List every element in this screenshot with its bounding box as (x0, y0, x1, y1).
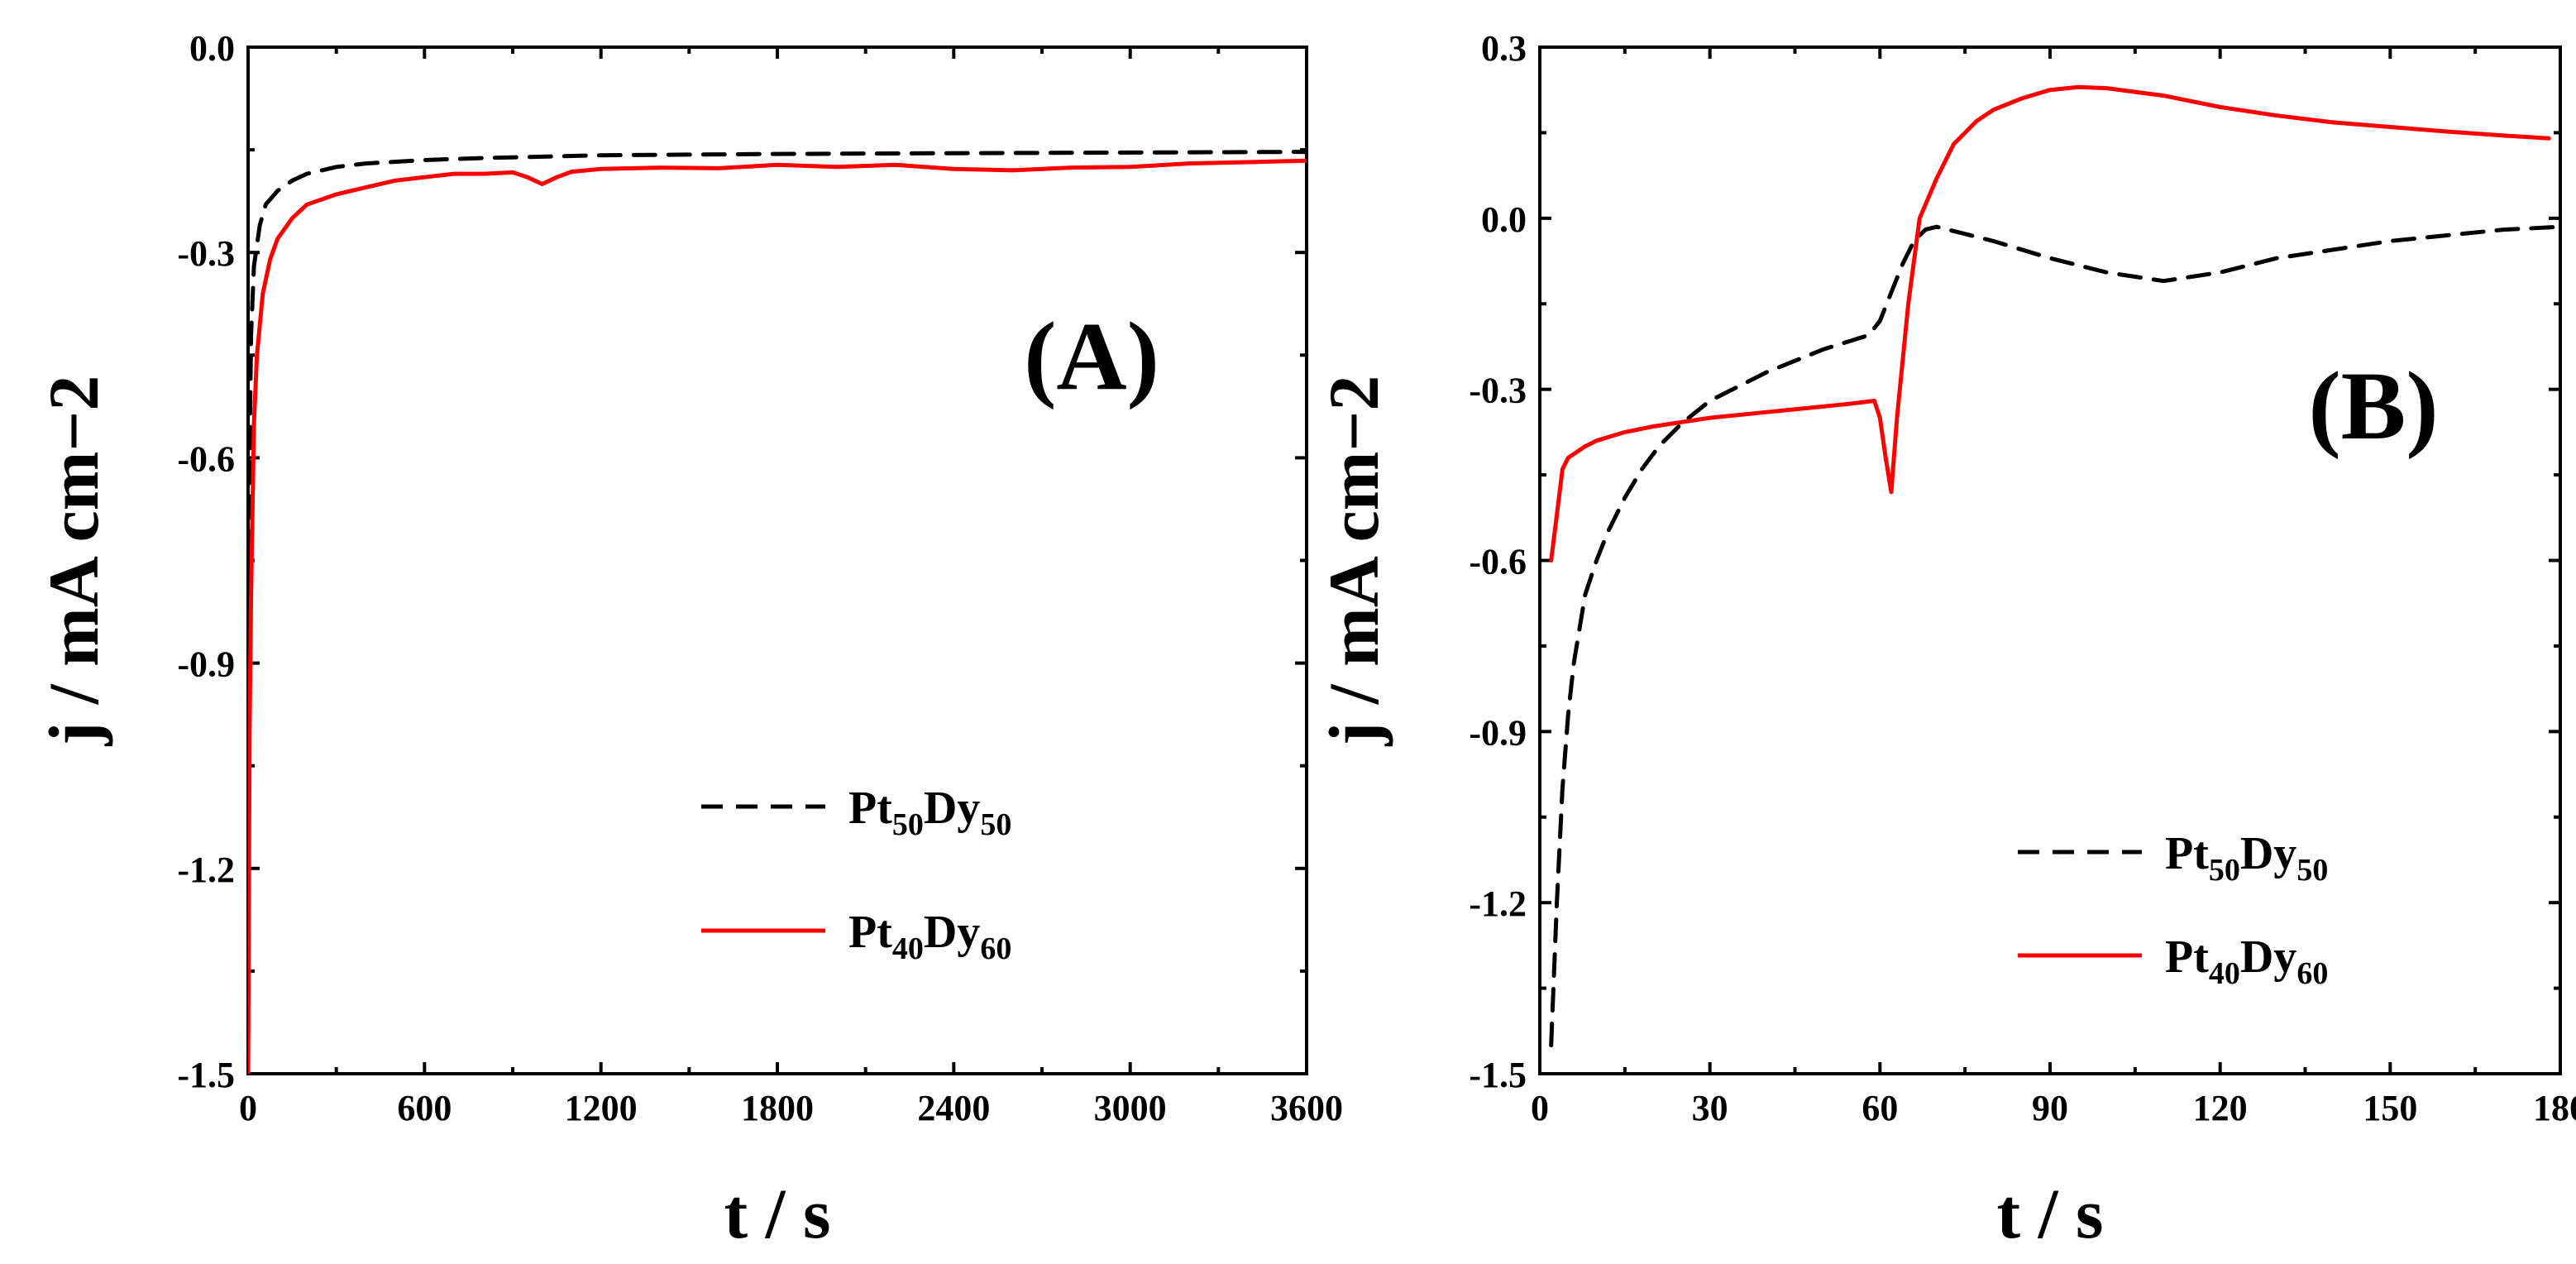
x-tick-label: 30 (1692, 1088, 1728, 1128)
y-tick-label: -0.9 (1469, 712, 1527, 753)
y-tick-label: -0.9 (177, 644, 235, 685)
series-line-pt50dy50 (248, 150, 1307, 1074)
x-axis-title: t / s (1997, 1174, 2104, 1253)
panel-b: 0 30 60 90 120 150 180 0.3 0.0 -0.3 -0.6 -0.9 -1.2 -1… (1314, 28, 2576, 1253)
y-axis-title: j / mA cm−2 (34, 376, 113, 747)
y-tick-label: 0.0 (1481, 199, 1527, 240)
x-tick-label: 90 (2032, 1088, 2068, 1128)
panel-a: 0 600 1200 1800 2400 3000 3600 0.0 -0.3 -0.6 -0.9 -… (34, 28, 1343, 1253)
x-tick-label: 150 (2363, 1088, 2417, 1128)
panel-label: (A) (1024, 302, 1159, 410)
x-tick-label: 180 (2533, 1088, 2576, 1128)
series-line-pt50dy50 (1549, 224, 2560, 1047)
y-tick-label: -1.5 (1469, 1055, 1527, 1095)
x-tick-label: 1800 (741, 1088, 814, 1128)
legend-label: Pt50Dy50 (848, 783, 1011, 842)
series-line-pt40dy60 (1549, 84, 2551, 563)
legend-label: Pt40Dy60 (848, 907, 1011, 966)
y-tick-label: -1.2 (1469, 883, 1527, 924)
x-tick-label: 2400 (917, 1088, 990, 1128)
panel-label: (B) (2308, 352, 2438, 460)
y-tick-label: -1.5 (177, 1055, 235, 1095)
x-tick-label: 120 (2193, 1088, 2248, 1128)
y-tick-label: -0.6 (177, 438, 235, 479)
x-tick-label: 1200 (565, 1088, 638, 1128)
y-tick-label: -0.6 (1469, 542, 1527, 582)
legend-label: Pt40Dy60 (2165, 931, 2328, 991)
y-tick-label: -0.3 (1469, 371, 1527, 411)
y-tick-label: 0.3 (1481, 28, 1527, 69)
y-tick-label: 0.0 (189, 28, 235, 69)
x-tick-label: 0 (1531, 1088, 1549, 1128)
series-line-pt40dy60 (248, 158, 1307, 1074)
y-tick-label: -1.2 (177, 850, 235, 890)
legend-label: Pt50Dy50 (2165, 828, 2328, 888)
x-axis-title: t / s (724, 1174, 831, 1253)
y-tick-label: -0.3 (177, 233, 235, 274)
x-tick-label: 0 (239, 1088, 257, 1128)
x-tick-label: 60 (1862, 1088, 1898, 1128)
x-tick-label: 3600 (1270, 1088, 1343, 1128)
plot-frame (246, 45, 1308, 1075)
plot-frame (1538, 45, 2562, 1075)
y-axis-title: j / mA cm−2 (1314, 376, 1393, 747)
x-tick-label: 600 (397, 1088, 452, 1128)
x-tick-label: 3000 (1094, 1088, 1167, 1128)
